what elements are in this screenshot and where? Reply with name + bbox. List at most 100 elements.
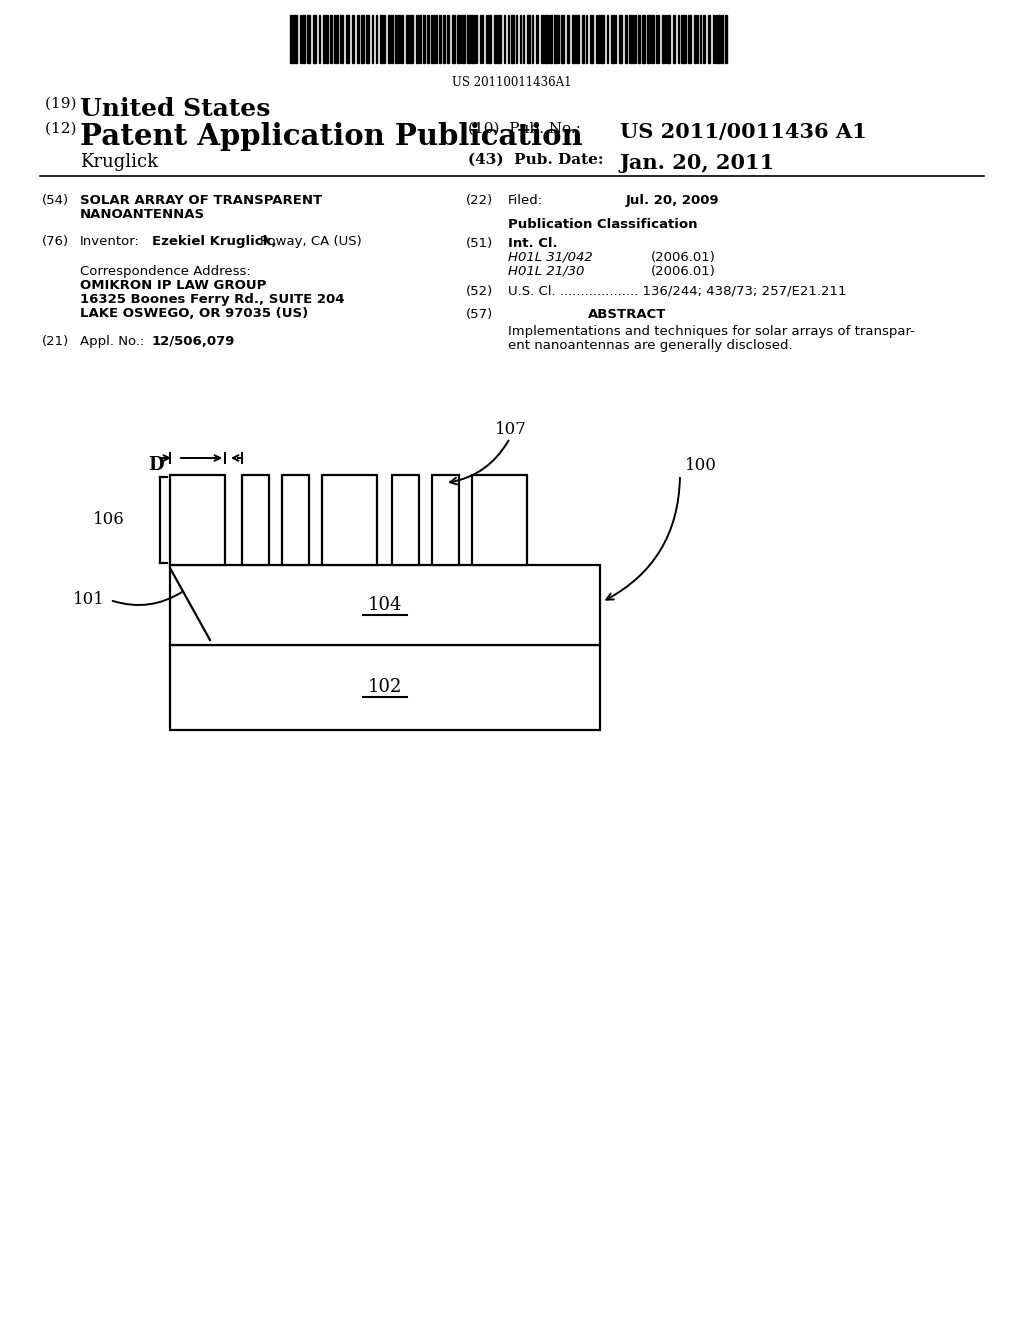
Bar (401, 15, 403, 63)
Bar (527, 15, 530, 63)
Bar (391, 15, 393, 63)
Bar (406, 15, 409, 63)
Text: US 2011/0011436 A1: US 2011/0011436 A1 (620, 121, 866, 143)
Bar (667, 15, 670, 63)
Bar (434, 15, 437, 63)
Text: Kruglick: Kruglick (80, 153, 158, 172)
Text: 106: 106 (93, 511, 125, 528)
Bar (721, 15, 723, 63)
Text: (57): (57) (466, 308, 494, 321)
Bar (419, 15, 421, 63)
Bar (170, 475, 225, 565)
Text: H01L 21/30: H01L 21/30 (508, 265, 585, 279)
Bar (511, 15, 514, 63)
Bar (294, 15, 297, 63)
Bar (467, 15, 470, 63)
Text: 16325 Boones Ferry Rd., SUITE 204: 16325 Boones Ferry Rd., SUITE 204 (80, 293, 344, 306)
Bar (590, 15, 593, 63)
Bar (717, 15, 720, 63)
Bar (549, 15, 552, 63)
Bar (471, 15, 473, 63)
Bar (598, 15, 600, 63)
Text: H01L 31/042: H01L 31/042 (508, 251, 593, 264)
Bar (443, 15, 445, 63)
Bar (290, 15, 293, 63)
Text: (43)  Pub. Date:: (43) Pub. Date: (468, 153, 603, 168)
Bar (545, 15, 548, 63)
Text: Filed:: Filed: (508, 194, 543, 207)
Text: (10)  Pub. No.:: (10) Pub. No.: (468, 121, 581, 136)
Bar (447, 15, 449, 63)
Bar (452, 15, 455, 63)
Text: NANOANTENNAS: NANOANTENNAS (80, 209, 205, 220)
Bar (313, 15, 316, 63)
Bar (703, 15, 705, 63)
Text: (52): (52) (466, 285, 494, 298)
Text: 100: 100 (685, 457, 717, 474)
Bar (554, 15, 557, 63)
Text: (12): (12) (45, 121, 81, 136)
Bar (336, 15, 338, 63)
Bar (323, 15, 325, 63)
Text: (21): (21) (42, 335, 70, 348)
Bar (432, 475, 459, 565)
Bar (410, 15, 413, 63)
Bar (326, 15, 328, 63)
Bar (170, 565, 600, 645)
Bar (392, 475, 419, 565)
Text: Implementations and techniques for solar arrays of transpar-: Implementations and techniques for solar… (508, 325, 914, 338)
Bar (494, 15, 497, 63)
Text: 12/506,079: 12/506,079 (152, 335, 236, 348)
Text: US 20110011436A1: US 20110011436A1 (453, 77, 571, 88)
Text: ABSTRACT: ABSTRACT (588, 308, 667, 321)
Bar (673, 15, 675, 63)
Bar (472, 475, 527, 565)
Bar (427, 15, 429, 63)
Bar (638, 15, 640, 63)
Text: Correspondence Address:: Correspondence Address: (80, 265, 251, 279)
Bar (398, 15, 400, 63)
Bar (282, 475, 309, 565)
Text: (54): (54) (42, 194, 70, 207)
Bar (461, 15, 463, 63)
Text: Jul. 20, 2009: Jul. 20, 2009 (626, 194, 720, 207)
Bar (322, 475, 377, 565)
Text: (19): (19) (45, 96, 81, 111)
Bar (352, 15, 354, 63)
Bar (416, 15, 418, 63)
Text: 101: 101 (73, 591, 105, 609)
Bar (439, 15, 441, 63)
Bar (694, 15, 696, 63)
Text: (2006.01): (2006.01) (651, 265, 716, 279)
Bar (725, 15, 727, 63)
Bar (611, 15, 614, 63)
Text: Appl. No.:: Appl. No.: (80, 335, 144, 348)
Bar (647, 15, 650, 63)
Bar (242, 475, 269, 565)
Bar (642, 15, 645, 63)
Bar (457, 15, 460, 63)
Bar (575, 15, 579, 63)
Bar (683, 15, 686, 63)
Bar (366, 15, 369, 63)
Text: 102: 102 (368, 678, 402, 696)
Bar (307, 15, 310, 63)
Text: (2006.01): (2006.01) (651, 251, 716, 264)
Bar (302, 15, 305, 63)
Bar (380, 15, 383, 63)
Bar (567, 15, 569, 63)
Text: OMIKRON IP LAW GROUP: OMIKRON IP LAW GROUP (80, 279, 266, 292)
Text: Publication Classification: Publication Classification (508, 218, 697, 231)
Text: 107: 107 (495, 421, 527, 438)
Bar (388, 15, 390, 63)
Bar (651, 15, 654, 63)
Text: LAKE OSWEGO, OR 97035 (US): LAKE OSWEGO, OR 97035 (US) (80, 308, 308, 319)
Bar (488, 15, 490, 63)
Text: D: D (148, 455, 164, 474)
Bar (629, 15, 631, 63)
Bar (632, 15, 634, 63)
Text: Inventor:: Inventor: (80, 235, 140, 248)
Text: (51): (51) (466, 238, 494, 249)
Bar (582, 15, 584, 63)
Bar (395, 15, 397, 63)
